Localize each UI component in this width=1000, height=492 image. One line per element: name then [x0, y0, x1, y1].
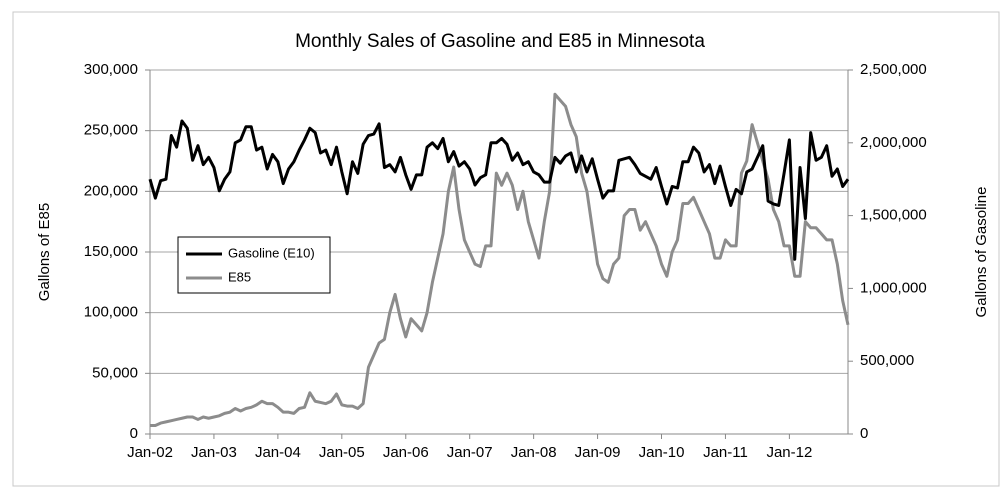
- y-tick-label: 100,000: [84, 304, 138, 321]
- x-tick-label: Jan-09: [575, 444, 621, 461]
- x-tick-label: Jan-12: [766, 444, 812, 461]
- legend-label: E85: [228, 269, 251, 284]
- y-tick-label: 50,000: [92, 364, 138, 381]
- y-tick-label: 150,000: [84, 243, 138, 260]
- y-tick-label: 300,000: [84, 61, 138, 78]
- x-tick-label: Jan-10: [639, 444, 685, 461]
- line-series: [148, 119, 850, 261]
- y2-tick-label: 0: [860, 425, 868, 442]
- legend-label: Gasoline (E10): [228, 245, 315, 260]
- line-series: [150, 92, 850, 428]
- y2-tick-label: 2,000,000: [860, 134, 927, 151]
- x-tick-label: Jan-02: [127, 444, 173, 461]
- x-tick-label: Jan-11: [703, 444, 748, 461]
- y2-tick-label: 1,000,000: [860, 279, 927, 296]
- x-tick-label: Jan-06: [383, 444, 429, 461]
- y2-tick-label: 500,000: [860, 352, 914, 369]
- x-tick-label: Jan-05: [319, 444, 365, 461]
- y-tick-label: 200,000: [84, 182, 138, 199]
- y2-tick-label: 2,500,000: [860, 61, 927, 78]
- x-tick-label: Jan-03: [191, 444, 237, 461]
- y-axis-label: Gallons of E85: [36, 203, 53, 301]
- x-tick-label: Jan-04: [255, 444, 301, 461]
- y2-axis-label: Gallons of Gasoline: [973, 187, 990, 318]
- chart-border: [12, 11, 1000, 487]
- y-tick-label: 250,000: [84, 122, 138, 139]
- y2-tick-label: 1,500,000: [860, 207, 927, 224]
- x-tick-label: Jan-07: [447, 444, 493, 461]
- chart-title: Monthly Sales of Gasoline and E85 in Min…: [295, 31, 705, 52]
- legend-box: [177, 236, 331, 294]
- y-tick-label: 0: [130, 425, 138, 442]
- x-tick-label: Jan-08: [511, 444, 557, 461]
